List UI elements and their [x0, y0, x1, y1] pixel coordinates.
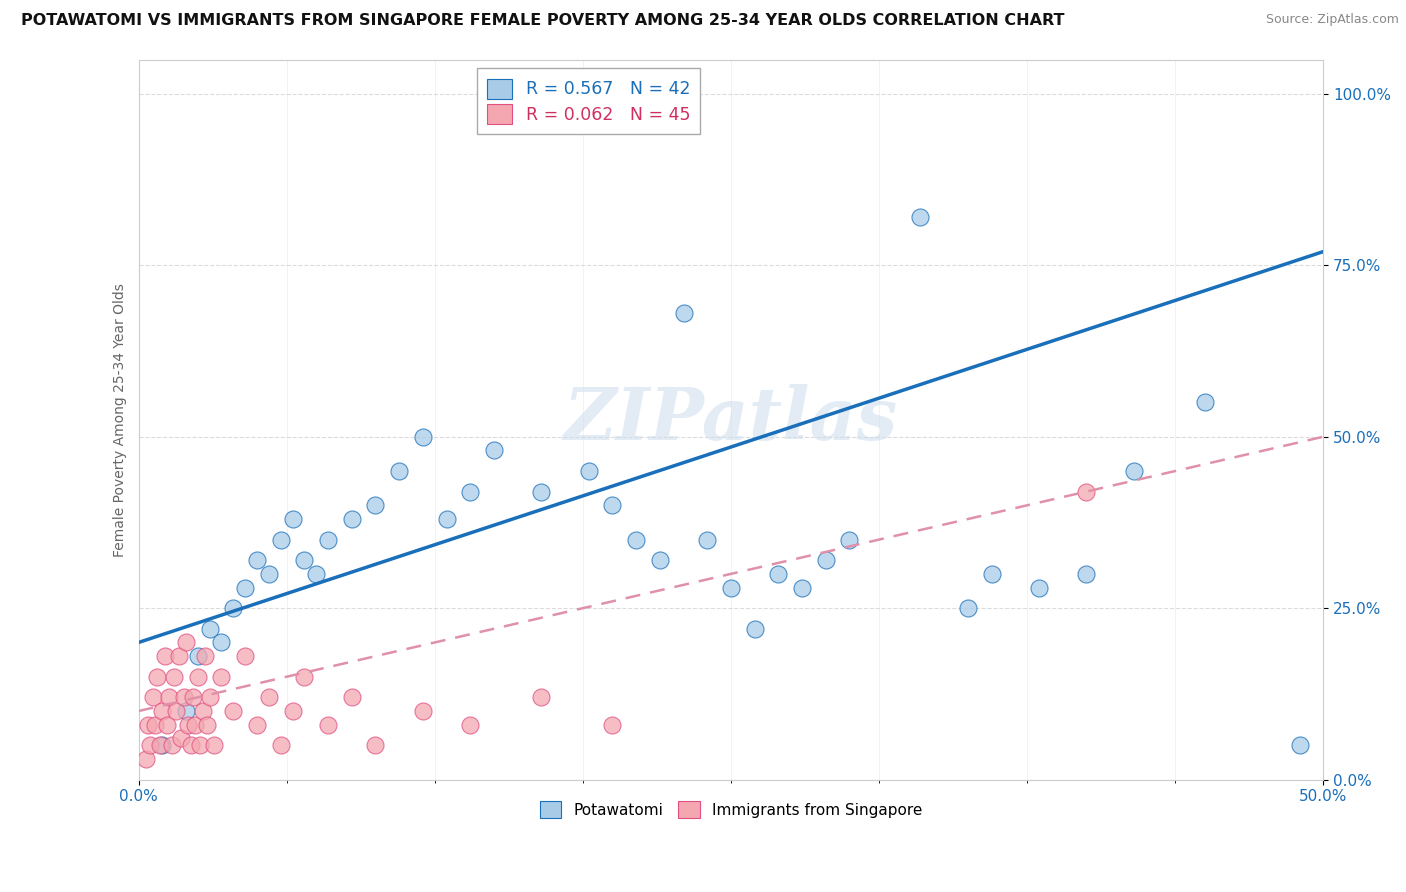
Point — [177, 717, 200, 731]
Point — [720, 581, 742, 595]
Point — [292, 670, 315, 684]
Point — [648, 553, 671, 567]
Point — [530, 484, 553, 499]
Point — [233, 649, 256, 664]
Y-axis label: Female Poverty Among 25-34 Year Olds: Female Poverty Among 25-34 Year Olds — [114, 283, 128, 557]
Point — [270, 533, 292, 547]
Point — [257, 690, 280, 705]
Point — [195, 717, 218, 731]
Point — [340, 512, 363, 526]
Point — [198, 690, 221, 705]
Point — [165, 704, 187, 718]
Point — [149, 739, 172, 753]
Point — [1194, 395, 1216, 409]
Point — [202, 739, 225, 753]
Text: POTAWATOMI VS IMMIGRANTS FROM SINGAPORE FEMALE POVERTY AMONG 25-34 YEAR OLDS COR: POTAWATOMI VS IMMIGRANTS FROM SINGAPORE … — [21, 13, 1064, 29]
Point — [364, 739, 387, 753]
Point — [292, 553, 315, 567]
Text: Source: ZipAtlas.com: Source: ZipAtlas.com — [1265, 13, 1399, 27]
Point — [246, 717, 269, 731]
Text: ZIPatlas: ZIPatlas — [564, 384, 898, 455]
Point — [184, 717, 207, 731]
Point — [246, 553, 269, 567]
Point — [143, 717, 166, 731]
Point — [790, 581, 813, 595]
Point — [198, 622, 221, 636]
Point — [270, 739, 292, 753]
Legend: Potawatomi, Immigrants from Singapore: Potawatomi, Immigrants from Singapore — [531, 793, 929, 826]
Point — [156, 717, 179, 731]
Point — [956, 601, 979, 615]
Point — [1028, 581, 1050, 595]
Point — [624, 533, 647, 547]
Point — [167, 649, 190, 664]
Point — [458, 484, 481, 499]
Point — [187, 670, 209, 684]
Point — [530, 690, 553, 705]
Point — [222, 601, 245, 615]
Point — [316, 717, 339, 731]
Point — [257, 566, 280, 581]
Point — [181, 690, 204, 705]
Point — [163, 670, 186, 684]
Point — [142, 690, 165, 705]
Point — [602, 717, 624, 731]
Point — [436, 512, 458, 526]
Point — [194, 649, 217, 664]
Point — [1288, 739, 1310, 753]
Point — [170, 731, 193, 746]
Point — [233, 581, 256, 595]
Point — [222, 704, 245, 718]
Point — [768, 566, 790, 581]
Point — [150, 704, 173, 718]
Point — [136, 717, 159, 731]
Point — [281, 512, 304, 526]
Point — [672, 306, 695, 320]
Point — [412, 430, 434, 444]
Point — [696, 533, 718, 547]
Point — [305, 566, 328, 581]
Point — [157, 690, 180, 705]
Point — [211, 670, 233, 684]
Point — [187, 649, 209, 664]
Point — [388, 464, 411, 478]
Point — [153, 649, 176, 664]
Point — [191, 704, 214, 718]
Point — [174, 704, 197, 718]
Point — [744, 622, 766, 636]
Point — [180, 739, 202, 753]
Point — [1122, 464, 1144, 478]
Point — [135, 752, 157, 766]
Point — [150, 739, 173, 753]
Point — [281, 704, 304, 718]
Point — [174, 635, 197, 649]
Point — [578, 464, 600, 478]
Point — [838, 533, 860, 547]
Point — [211, 635, 233, 649]
Point — [910, 211, 932, 225]
Point — [173, 690, 195, 705]
Point — [188, 739, 211, 753]
Point — [340, 690, 363, 705]
Point — [160, 739, 183, 753]
Point — [602, 498, 624, 512]
Point — [482, 443, 505, 458]
Point — [146, 670, 169, 684]
Point — [1076, 484, 1098, 499]
Point — [814, 553, 837, 567]
Point — [980, 566, 1002, 581]
Point — [139, 739, 162, 753]
Point — [1076, 566, 1098, 581]
Point — [412, 704, 434, 718]
Point — [364, 498, 387, 512]
Point — [316, 533, 339, 547]
Point — [458, 717, 481, 731]
